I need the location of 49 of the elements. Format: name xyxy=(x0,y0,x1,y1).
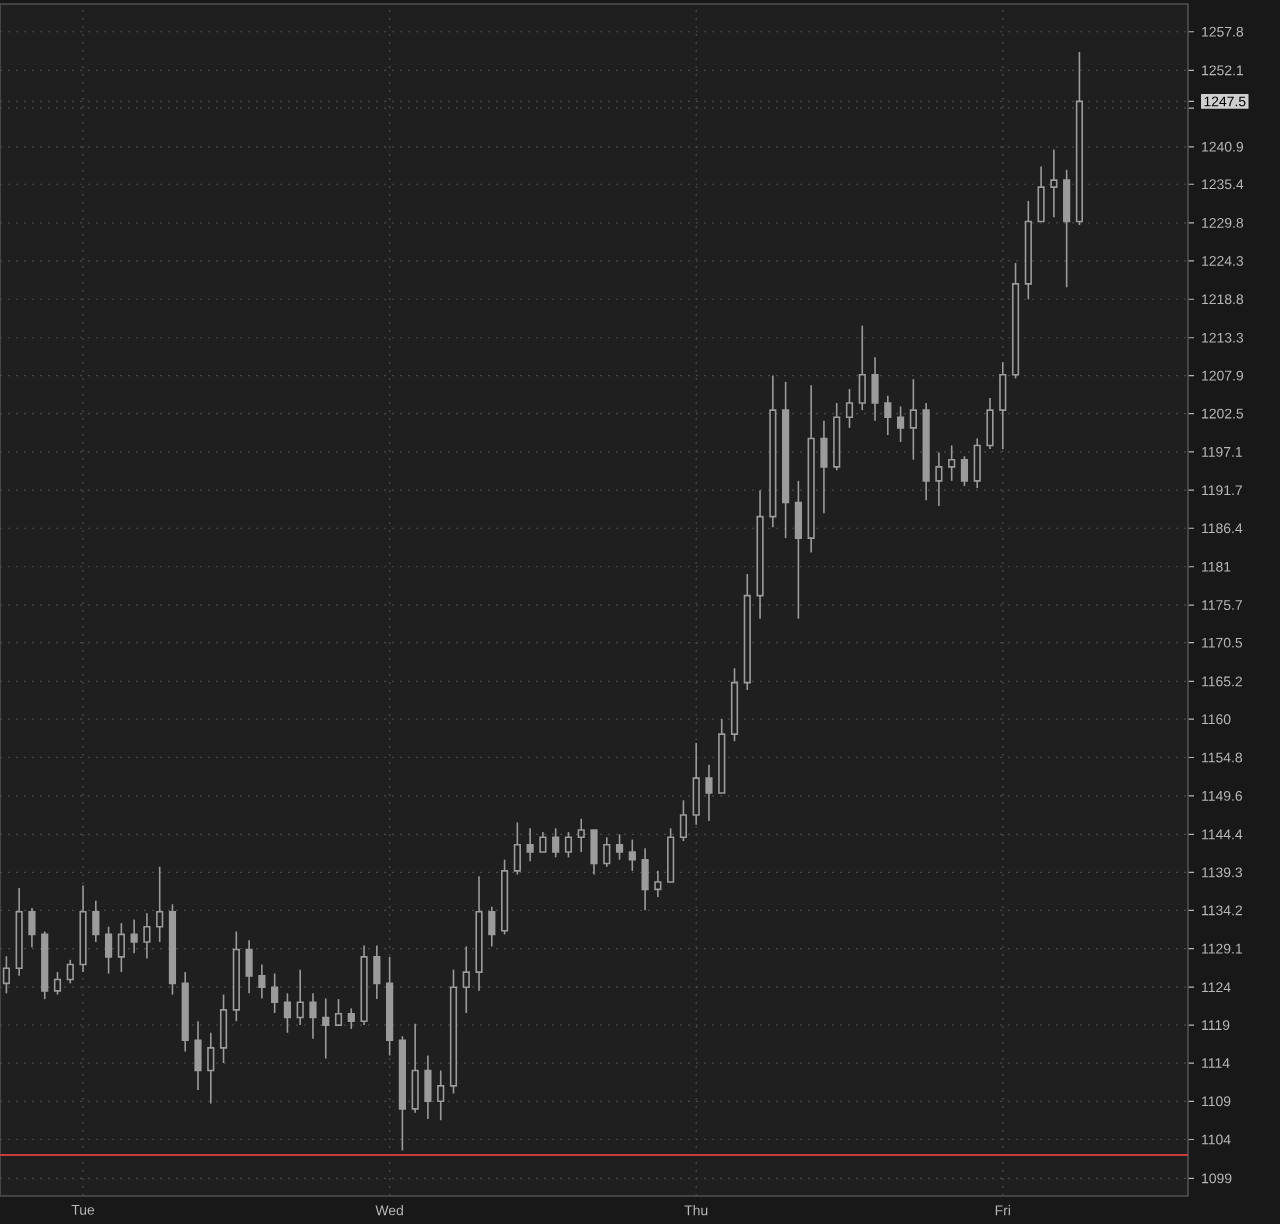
candlestick xyxy=(462,945,470,1014)
candlestick xyxy=(143,912,151,960)
candlestick xyxy=(322,997,330,1060)
candlestick xyxy=(692,742,700,826)
candlestick xyxy=(373,944,381,1000)
candlestick xyxy=(181,971,189,1053)
candlestick xyxy=(28,907,36,949)
candlestick xyxy=(909,378,917,461)
candlestick xyxy=(782,381,790,539)
candlestick xyxy=(207,1031,215,1105)
candlestick xyxy=(41,930,49,1000)
candlestick xyxy=(245,939,253,995)
candlestick xyxy=(705,764,713,822)
candlestick xyxy=(986,397,994,450)
candlestick xyxy=(769,374,777,529)
candlestick xyxy=(794,480,802,620)
candlestick xyxy=(935,451,943,507)
candlestick xyxy=(973,437,981,489)
candlestick xyxy=(66,959,74,985)
candlestick xyxy=(603,836,611,868)
candlestick xyxy=(526,827,534,862)
candlestick xyxy=(488,905,496,948)
candlestick xyxy=(360,944,368,1026)
candlestick xyxy=(347,1007,355,1030)
candlestick xyxy=(871,356,879,422)
candlestick xyxy=(858,324,866,411)
candlestick xyxy=(130,918,138,955)
candlestick xyxy=(654,870,662,898)
candlestick xyxy=(15,887,23,977)
candlestick xyxy=(743,573,751,691)
candlestick xyxy=(1050,148,1058,219)
candlestick xyxy=(641,847,649,912)
candlestick xyxy=(194,1020,202,1091)
candlestick xyxy=(437,1069,445,1122)
candlestick xyxy=(79,884,87,973)
candlestick xyxy=(577,817,585,853)
candlestick xyxy=(411,1022,419,1114)
candlestick xyxy=(258,963,266,1000)
candlestick xyxy=(92,899,100,943)
candlestick xyxy=(820,419,828,514)
candlestick xyxy=(475,875,483,992)
candlestick xyxy=(296,968,304,1026)
candlestick xyxy=(424,1054,432,1120)
candlestick xyxy=(884,395,892,436)
candlestick xyxy=(756,489,764,620)
candlestick xyxy=(807,384,815,554)
candlestick xyxy=(309,992,317,1040)
candlestick xyxy=(922,402,930,502)
candlestick xyxy=(999,361,1007,450)
